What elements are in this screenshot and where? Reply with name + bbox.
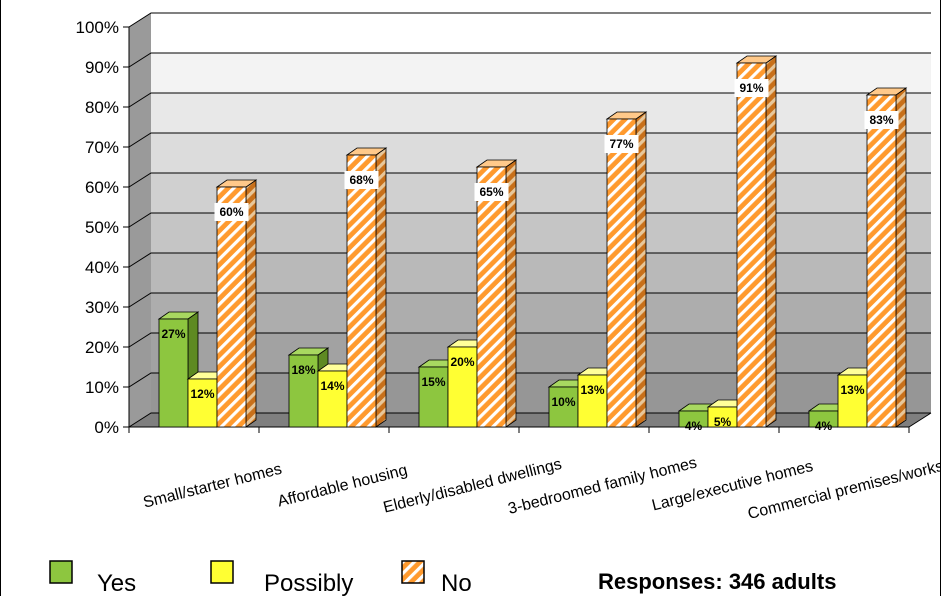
y-tick-label: 40% [85,258,119,277]
legend-swatch-yes [49,560,73,584]
gridline [128,292,931,308]
bar-affordable-housing-no [346,154,377,428]
y-tick-label: 0% [94,418,119,437]
legend-item-yes: Yes [49,560,136,596]
bar-small-starter-homes-no [216,186,247,428]
bar-elderly-disabled-dwellings-possibly-label: 20% [450,355,474,369]
gridline [128,412,931,428]
plot-area: 0% 10% 20% 30% 40% 50% 60% 70% 80% 90% 100% 27% 12% 6… [76,12,941,523]
bar-elderly-disabled-dwellings-no-label-bg [474,183,509,201]
bar-affordable-housing-yes-label: 18% [291,363,315,377]
y-tick-label: 50% [85,218,119,237]
legend-label-no: No [441,570,472,596]
bar-affordable-housing-no-label-bg [344,171,379,189]
bar-large-executive-homes-no [736,62,767,428]
y-tick-label: 100% [76,18,119,37]
bar-small-starter-homes-yes-label: 27% [161,327,185,341]
bar-small-starter-homes-yes [158,318,189,428]
bar-elderly-disabled-dwellings-no-label: 65% [479,185,503,199]
bar-affordable-housing-no-side [375,147,387,428]
y-tick-label: 70% [85,138,119,157]
legend-item-possibly: Possibly [210,560,353,596]
bar-3-bedroomed-family-homes-no-label-bg [604,135,639,153]
back-wall-band [151,293,931,333]
back-wall-band [151,133,931,173]
bar-commercial-premises-workshops-possibly-label: 13% [840,383,864,397]
bar-commercial-premises-workshops-no [866,94,897,428]
responses-note: Responses: 346 adults [598,569,836,594]
bar-small-starter-homes-no-label: 60% [219,205,243,219]
bar-elderly-disabled-dwellings-no [476,166,507,428]
bar-3-bedroomed-family-homes-possibly-label: 13% [580,383,604,397]
back-wall-band [151,253,931,293]
bar-affordable-housing-no-label: 68% [349,173,373,187]
bar-affordable-housing-possibly [317,370,348,428]
back-wall-band [151,333,931,373]
legend-swatch-possibly [210,560,234,584]
back-wall-band [151,373,931,413]
bar-affordable-housing-possibly-label: 14% [320,379,344,393]
bar-large-executive-homes-no-side [765,55,777,428]
back-wall-band [151,93,931,133]
legend: Yes Possibly No [49,560,472,596]
bar-commercial-premises-workshops-yes-label: 4% [815,419,833,433]
bar-large-executive-homes-possibly-label: 5% [714,415,732,429]
y-tick-label: 20% [85,338,119,357]
bar-small-starter-homes-possibly [187,378,218,428]
bar-commercial-premises-workshops-no-label-bg [864,111,899,129]
gridline [128,252,931,268]
bar-affordable-housing-yes [288,354,319,428]
bar-large-executive-homes-yes-label: 4% [685,419,703,433]
bar-elderly-disabled-dwellings-yes [418,366,449,428]
legend-label-yes: Yes [97,570,136,596]
y-tick-label: 60% [85,178,119,197]
y-tick-label: 90% [85,58,119,77]
bar-3-bedroomed-family-homes-no-label: 77% [609,137,633,151]
gridline [128,372,931,388]
back-wall-band [151,213,931,253]
gridline [128,132,931,148]
gridline [128,92,931,108]
bar-3-bedroomed-family-homes-yes-label: 10% [551,395,575,409]
back-wall-band [151,173,931,213]
x-category-label-small-starter-homes: Small/starter homes [141,461,283,512]
legend-label-possibly: Possibly [264,570,353,596]
bar-small-starter-homes-no-label-bg [214,203,249,221]
y-tick-label: 30% [85,298,119,317]
bar-3-bedroomed-family-homes-possibly [577,374,608,428]
y-tick-label: 80% [85,98,119,117]
bar-large-executive-homes-no-label: 91% [739,81,763,95]
gridline [128,212,931,228]
bar-elderly-disabled-dwellings-yes-label: 15% [421,375,445,389]
bar-commercial-premises-workshops-no-side [895,87,907,428]
gridline [128,12,931,28]
legend-swatch-no [401,560,425,584]
bar-commercial-premises-workshops-no-label: 83% [869,113,893,127]
bar-commercial-premises-workshops-possibly [837,374,868,428]
bar-3-bedroomed-family-homes-no [606,118,637,428]
gridline [128,172,931,188]
back-wall-band [151,13,931,53]
bar-3-bedroomed-family-homes-no-side [635,111,647,428]
bar-small-starter-homes-possibly-label: 12% [190,387,214,401]
bar-3-bedroomed-family-homes-yes [548,386,579,428]
legend-item-no: No [401,560,472,596]
gridline [128,332,931,348]
y-tick-label: 10% [85,378,119,397]
gridline [128,52,931,68]
floor-edge [908,412,932,428]
bar-elderly-disabled-dwellings-possibly [447,346,478,428]
back-wall-band [151,53,931,93]
bar-large-executive-homes-no-label-bg [734,79,769,97]
x-category-label-commercial-premises-workshops: Commercial premises/workshops [746,449,941,522]
